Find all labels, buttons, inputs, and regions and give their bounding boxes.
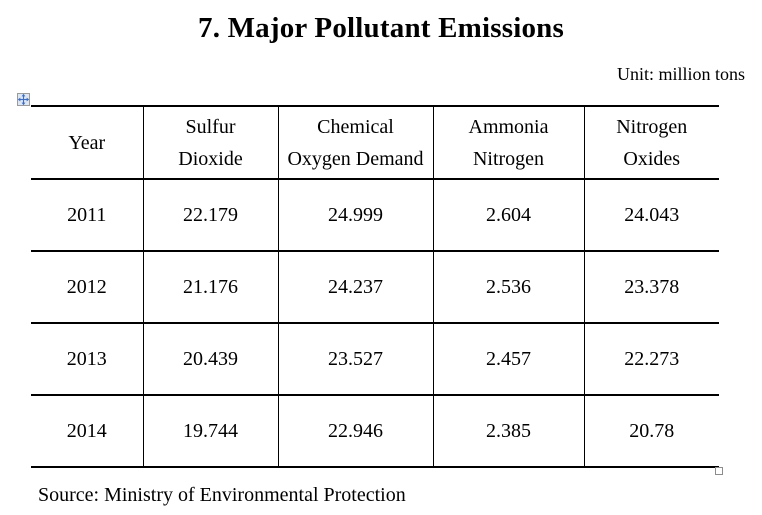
value-cell: 2.457 xyxy=(432,322,584,395)
four-way-arrows-icon xyxy=(18,94,29,105)
table-row-2014: 2014 19.744 22.946 2.385 20.78 xyxy=(31,394,719,468)
table-row-2013: 2013 20.439 23.527 2.457 22.273 xyxy=(31,322,719,395)
value-cell: 20.78 xyxy=(583,394,719,468)
year-cell: 2011 xyxy=(31,178,143,251)
page-title: 7. Major Pollutant Emissions xyxy=(198,12,564,44)
col-header-year: Year xyxy=(31,105,143,179)
value-cell: 23.378 xyxy=(583,250,719,323)
year-cell: 2014 xyxy=(31,394,143,468)
pollutant-emissions-table: Year Sulfur Dioxide Chemical Oxygen Dema… xyxy=(31,105,719,468)
value-cell: 24.999 xyxy=(277,178,433,251)
value-cell: 20.439 xyxy=(142,322,278,395)
table-move-handle[interactable] xyxy=(17,93,30,106)
value-cell: 22.946 xyxy=(277,394,433,468)
table-header-row: Year Sulfur Dioxide Chemical Oxygen Dema… xyxy=(31,105,719,179)
year-cell: 2013 xyxy=(31,322,143,395)
col-header-sulfur-dioxide: Sulfur Dioxide xyxy=(142,105,278,179)
year-cell: 2012 xyxy=(31,250,143,323)
value-cell: 24.237 xyxy=(277,250,433,323)
source-attribution: Source: Ministry of Environmental Protec… xyxy=(38,484,406,506)
value-cell: 22.273 xyxy=(583,322,719,395)
col-header-nitrogen-oxides: Nitrogen Oxides xyxy=(583,105,719,179)
col-header-ammonia-nitrogen: Ammonia Nitrogen xyxy=(432,105,584,179)
value-cell: 24.043 xyxy=(583,178,719,251)
value-cell: 23.527 xyxy=(277,322,433,395)
unit-label: Unit: million tons xyxy=(616,64,745,84)
value-cell: 19.744 xyxy=(142,394,278,468)
value-cell: 2.536 xyxy=(432,250,584,323)
value-cell: 2.604 xyxy=(432,178,584,251)
value-cell: 22.179 xyxy=(142,178,278,251)
table-row-2011: 2011 22.179 24.999 2.604 24.043 xyxy=(31,178,719,251)
table-resize-handle[interactable] xyxy=(715,467,723,475)
col-header-chemical-oxygen-demand: Chemical Oxygen Demand xyxy=(277,105,433,179)
table-row-2012: 2012 21.176 24.237 2.536 23.378 xyxy=(31,250,719,323)
value-cell: 21.176 xyxy=(142,250,278,323)
value-cell: 2.385 xyxy=(432,394,584,468)
